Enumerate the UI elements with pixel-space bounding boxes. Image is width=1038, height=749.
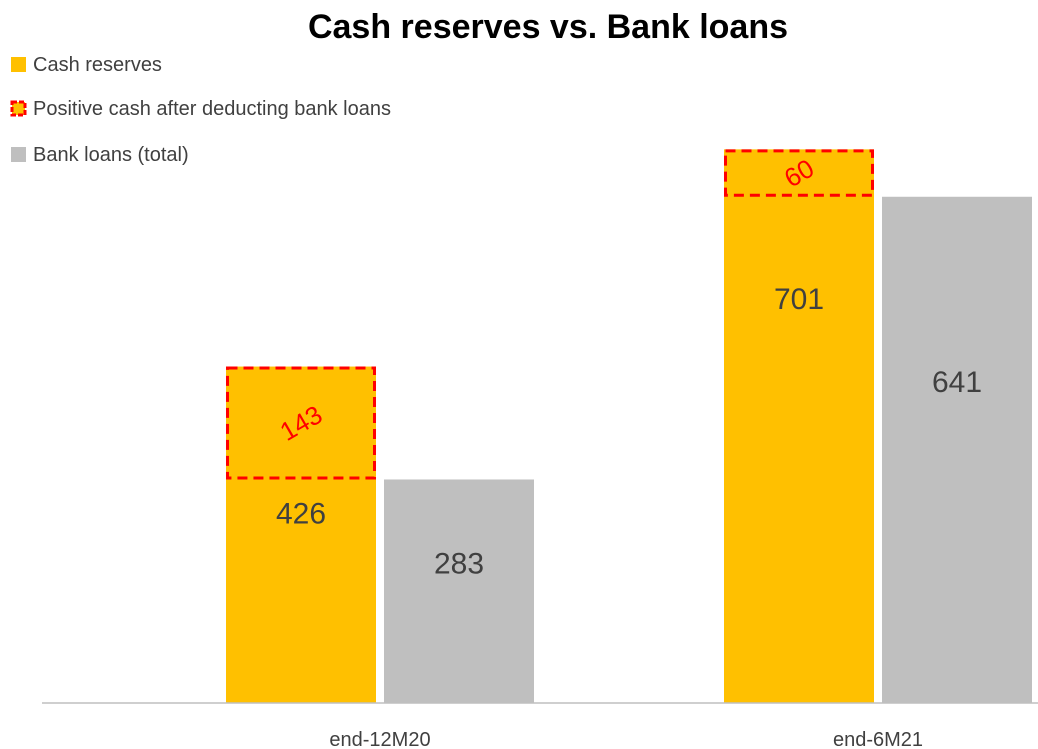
- chart-title: Cash reserves vs. Bank loans: [308, 8, 788, 46]
- x-tick-label-end-6m21: end-6M21: [833, 729, 923, 749]
- legend-item-positive-cash: Positive cash after deducting bank loans: [10, 98, 391, 120]
- data-label-cash-reserves-end-12m20: 426: [276, 497, 326, 530]
- bar-cash-reserves-end-6m21: [724, 149, 874, 703]
- legend-swatch-positive-cash: [10, 100, 27, 117]
- bar-bank-loans-end-6m21: [882, 196, 1032, 703]
- legend-label-positive-cash: Positive cash after deducting bank loans: [33, 98, 391, 120]
- data-label-bank-loans-end-12m20: 283: [434, 547, 484, 580]
- legend: Cash reserves Positive cash after deduct…: [10, 54, 391, 166]
- data-label-bank-loans-end-6m21: 641: [932, 366, 982, 399]
- x-tick-label-end-12m20: end-12M20: [329, 729, 430, 749]
- legend-item-cash-reserves: Cash reserves: [11, 54, 162, 76]
- bar-cash-reserves-end-12m20: [226, 366, 376, 703]
- data-label-cash-reserves-end-6m21: 701: [774, 283, 824, 316]
- segment-positive-cash-end-6m21: [724, 149, 874, 197]
- bar-bank-loans-end-12m20: [384, 479, 534, 703]
- legend-item-bank-loans: Bank loans (total): [11, 144, 189, 166]
- segment-positive-cash-end-12m20: [226, 366, 376, 480]
- legend-label-cash-reserves: Cash reserves: [33, 54, 162, 76]
- legend-swatch-cash-reserves: [11, 57, 26, 72]
- legend-swatch-bank-loans: [11, 147, 26, 162]
- legend-label-bank-loans: Bank loans (total): [33, 144, 189, 166]
